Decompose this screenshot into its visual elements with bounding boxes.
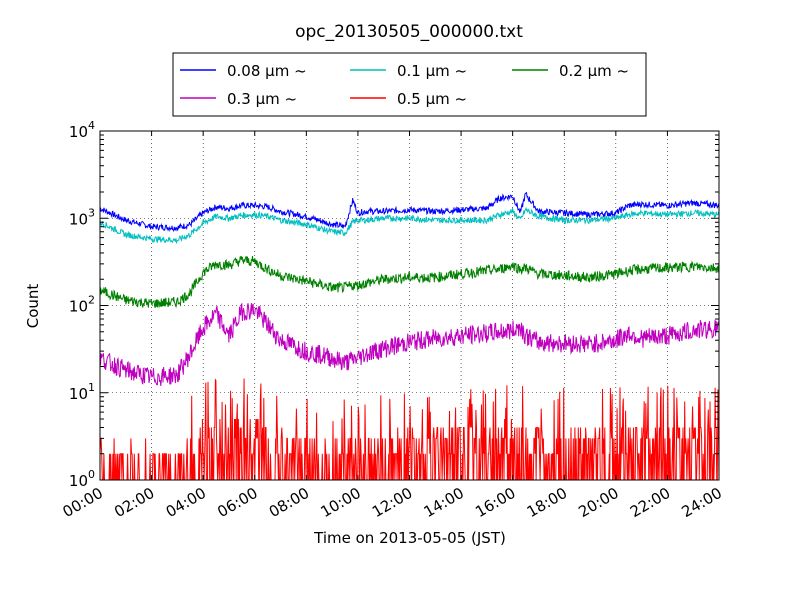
legend-box	[172, 52, 647, 117]
x-tick-label: 24:00	[679, 484, 725, 521]
x-axis-label: Time on 2013-05-05 (JST)	[313, 529, 506, 547]
y-tick-label: 102	[69, 294, 95, 316]
x-tick-labels: 00:00 02:00 04:00 06:00 08:00 10:00 12:00 14:00…	[60, 484, 725, 521]
x-tick-label: 12:00	[369, 484, 415, 521]
x-tick-label: 08:00	[266, 484, 312, 521]
legend-label: 0.2 μm ~	[559, 62, 629, 80]
y-axis-label: Count	[24, 284, 42, 329]
series-line-1	[99, 206, 720, 245]
y-tick-label: 101	[69, 381, 95, 403]
legend-label: 0.5 μm ~	[397, 90, 467, 108]
x-tick-label: 02:00	[111, 484, 157, 521]
x-tick-label: 22:00	[627, 484, 673, 521]
x-tick-label: 10:00	[317, 484, 363, 521]
x-tick-label: 18:00	[524, 484, 570, 521]
legend-label: 0.3 μm ~	[227, 90, 297, 108]
legend-label: 0.08 μm ~	[227, 62, 307, 80]
legend: 0.08 μm ~ 0.1 μm ~ 0.2 μm ~ 0.3 μm ~ 0.5 μm …	[172, 52, 647, 117]
series-line-2	[99, 255, 720, 309]
y-tick-label: 104	[69, 119, 95, 141]
x-tick-label: 06:00	[214, 484, 260, 521]
x-tick-label: 20:00	[575, 484, 621, 521]
series-line-4	[99, 378, 720, 481]
x-tick-label: 16:00	[472, 484, 518, 521]
y-tick-label: 103	[69, 206, 95, 228]
legend-label: 0.1 μm ~	[397, 62, 467, 80]
y-tick-labels: 100 101 102 103 104	[69, 119, 95, 490]
series-line-3	[99, 302, 720, 386]
x-tick-label: 14:00	[421, 484, 467, 521]
series-line-0	[99, 191, 720, 233]
series-layer	[99, 191, 720, 481]
y-tick-label: 100	[69, 468, 95, 490]
x-tick-label: 04:00	[163, 484, 209, 521]
chart-title: opc_20130505_000000.txt	[295, 22, 523, 42]
ticks	[99, 130, 720, 481]
